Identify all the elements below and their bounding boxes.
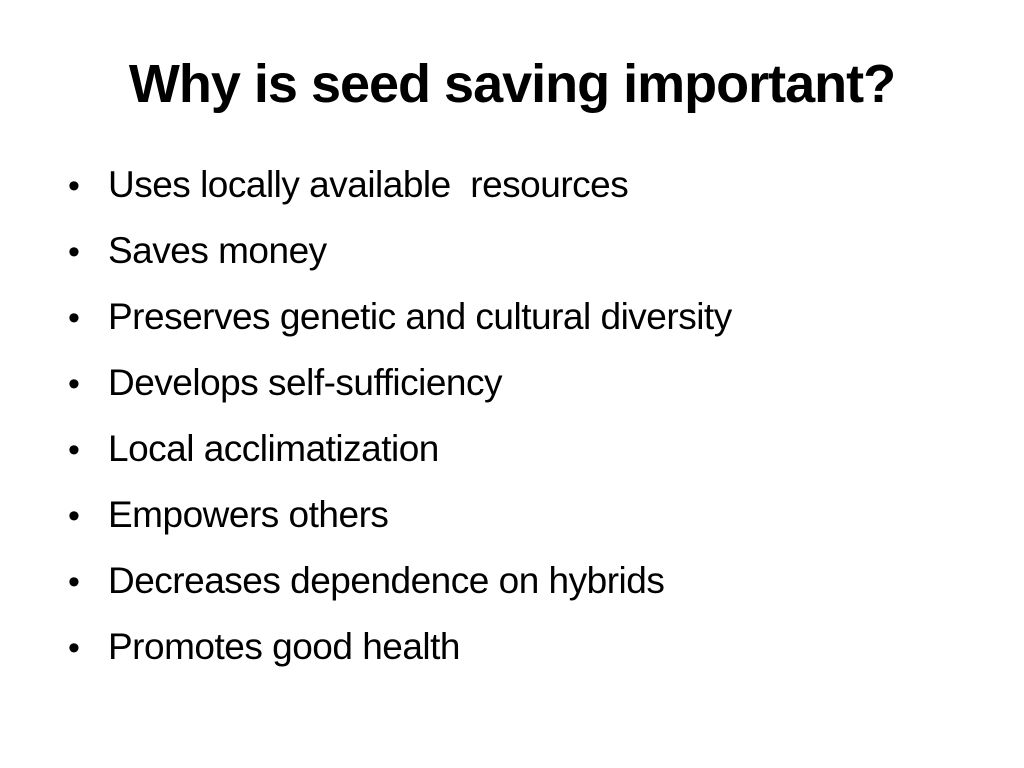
bullet-item: • Preserves genetic and cultural diversi… [66, 284, 984, 350]
bullet-text: Preserves genetic and cultural diversity [108, 296, 732, 337]
bullet-text: Uses locally available resources [108, 164, 629, 205]
bullet-icon: • [68, 629, 80, 667]
bullet-item: • Develops self-sufficiency [66, 350, 984, 416]
bullet-item: • Empowers others [66, 482, 984, 548]
bullet-item: • Uses locally available resources [66, 152, 984, 218]
bullet-icon: • [68, 365, 80, 403]
bullet-list: • Uses locally available resources • Sav… [66, 152, 984, 680]
bullet-icon: • [68, 431, 80, 469]
bullet-icon: • [68, 233, 80, 271]
bullet-text: Local acclimatization [108, 428, 439, 469]
bullet-item: • Decreases dependence on hybrids [66, 548, 984, 614]
bullet-icon: • [68, 563, 80, 601]
bullet-item: • Promotes good health [66, 614, 984, 680]
bullet-text: Saves money [108, 230, 327, 271]
bullet-text: Develops self-sufficiency [108, 362, 503, 403]
bullet-text: Empowers others [108, 494, 389, 535]
bullet-item: • Saves money [66, 218, 984, 284]
bullet-text: Decreases dependence on hybrids [108, 560, 665, 601]
bullet-icon: • [68, 299, 80, 337]
bullet-item: • Local acclimatization [66, 416, 984, 482]
bullet-icon: • [68, 497, 80, 535]
bullet-text: Promotes good health [108, 626, 461, 667]
bullet-icon: • [68, 167, 80, 205]
slide-title: Why is seed saving important? [128, 54, 896, 114]
